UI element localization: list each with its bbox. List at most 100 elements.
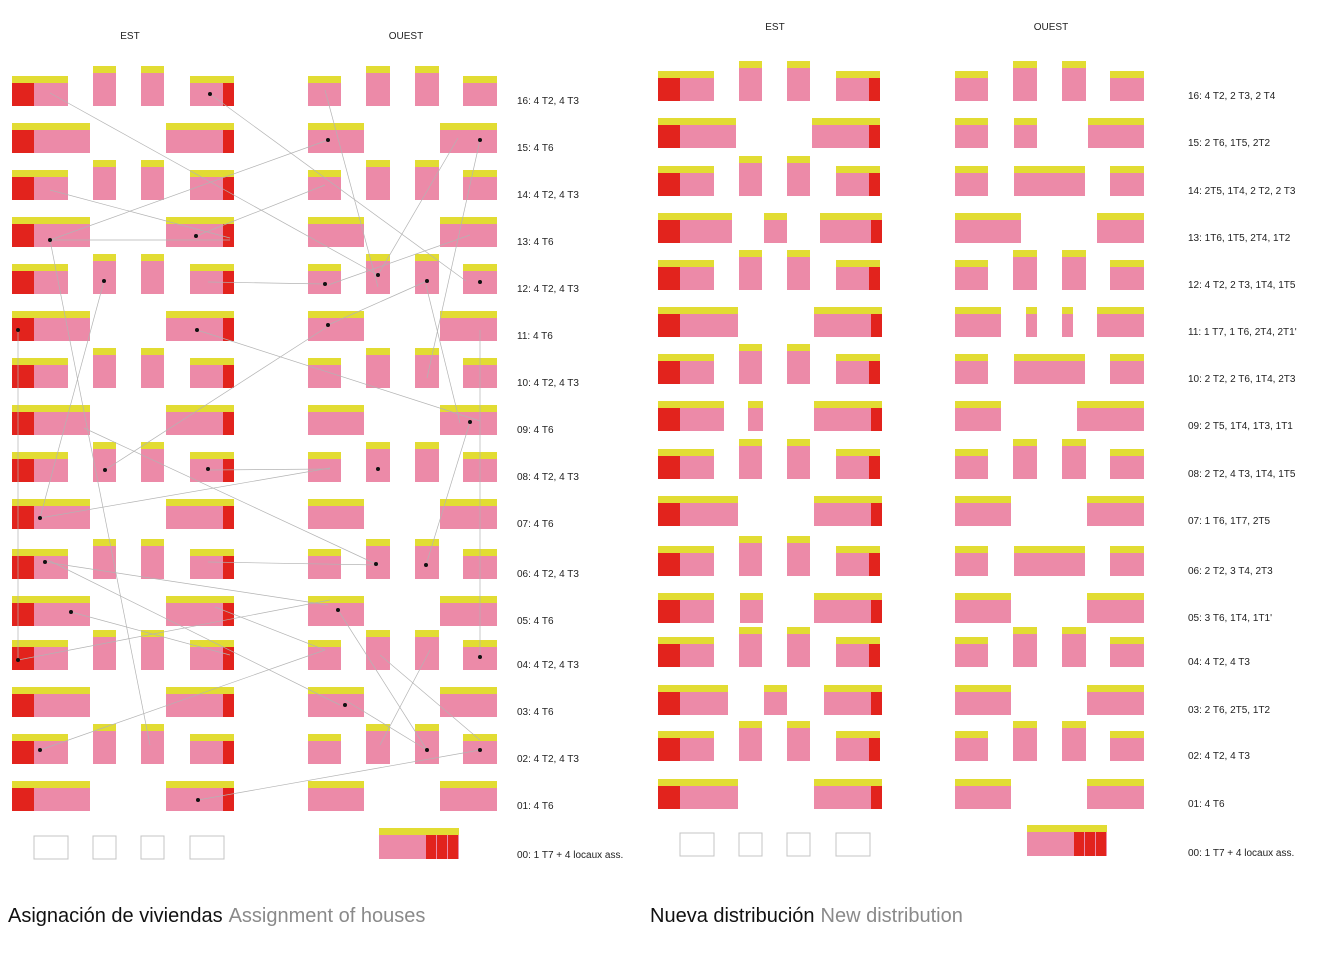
floor-label: 02: 4 T2, 4 T3	[517, 754, 579, 765]
floor-label: 08: 4 T2, 4 T3	[517, 472, 579, 483]
west-unit	[1014, 166, 1085, 196]
floor-label: 04: 4 T2, 4 T3	[1188, 657, 1250, 668]
west-unit	[440, 405, 497, 435]
link-marker	[38, 748, 42, 752]
floor-label: 01: 4 T6	[1188, 799, 1225, 810]
east-unit	[166, 311, 234, 341]
floor-label: 12: 4 T2, 4 T3	[517, 284, 579, 295]
west-unit	[308, 640, 341, 670]
east-unit	[93, 442, 116, 482]
floor-label: 09: 2 T5, 1T4, 1T3, 1T1	[1188, 421, 1293, 432]
west-unit	[955, 166, 988, 196]
link-marker	[478, 280, 482, 284]
west-unit	[366, 66, 390, 106]
east-unit	[12, 687, 90, 717]
east-unit	[93, 254, 116, 294]
east-unit	[190, 264, 234, 294]
east-unit	[93, 348, 116, 388]
east-unit	[190, 358, 234, 388]
east-unit	[836, 354, 880, 384]
east-unit	[190, 76, 234, 106]
floor-label: 14: 2T5, 1T4, 2 T2, 2 T3	[1188, 186, 1296, 197]
west-unit	[308, 687, 364, 717]
west-unit	[415, 539, 439, 579]
west-unit	[955, 685, 1011, 715]
west-unit	[1062, 721, 1086, 761]
east-unit	[141, 160, 164, 200]
link-marker	[208, 92, 212, 96]
east-unit	[787, 627, 810, 667]
west-unit	[308, 123, 364, 153]
west-unit	[1013, 721, 1037, 761]
west-unit	[955, 354, 988, 384]
link-marker	[478, 655, 482, 659]
west-unit	[955, 260, 988, 290]
west-unit	[1087, 496, 1144, 526]
east-unit	[12, 170, 68, 200]
east-unit	[12, 76, 68, 106]
east-unit	[787, 439, 810, 479]
west-unit	[308, 452, 341, 482]
west-unit	[308, 76, 341, 106]
link-marker	[102, 279, 106, 283]
east-unit	[658, 449, 714, 479]
floor-label: 13: 4 T6	[517, 237, 554, 248]
east-unit	[739, 627, 762, 667]
left-caption: Asignación de viviendas Assignment of hou…	[8, 905, 425, 928]
west-unit	[1062, 307, 1073, 337]
floor-label: 15: 2 T6, 1T5, 2T2	[1188, 138, 1271, 149]
east-unit	[141, 442, 164, 482]
east-unit	[836, 449, 880, 479]
west-unit	[1110, 449, 1144, 479]
floor-label: 10: 4 T2, 4 T3	[517, 378, 579, 389]
left-caption-sub: Assignment of houses	[228, 905, 426, 927]
link-marker	[326, 323, 330, 327]
east-unit	[12, 734, 68, 764]
link-marker	[478, 138, 482, 142]
floor-label: 09: 4 T6	[517, 425, 554, 436]
east-unit	[739, 250, 762, 290]
floor-label: 01: 4 T6	[517, 801, 554, 812]
east-unit	[836, 731, 880, 761]
east-unit	[820, 213, 882, 243]
east-unit	[141, 539, 164, 579]
west-unit	[1014, 118, 1037, 148]
west-unit	[1110, 731, 1144, 761]
left-est-header: EST	[120, 31, 139, 42]
link-marker	[16, 658, 20, 662]
east-unit	[166, 781, 234, 811]
west-unit	[1062, 439, 1086, 479]
west-unit	[955, 307, 1001, 337]
ground-floor-unit	[1027, 825, 1107, 856]
link-marker	[336, 608, 340, 612]
east-unit	[190, 640, 234, 670]
east-unit	[814, 401, 882, 431]
east-unit	[12, 217, 90, 247]
floor-label: 15: 4 T6	[517, 143, 554, 154]
floor-label: 12: 4 T2, 2 T3, 1T4, 1T5	[1188, 280, 1296, 291]
east-unit	[814, 593, 882, 623]
right-caption-sub: New distribution	[820, 905, 963, 927]
west-unit	[1097, 307, 1144, 337]
east-unit	[739, 721, 762, 761]
west-unit	[1087, 593, 1144, 623]
empty-unit	[835, 832, 871, 857]
empty-unit	[189, 835, 225, 860]
link-marker	[194, 234, 198, 238]
west-unit	[955, 731, 988, 761]
west-unit	[1110, 546, 1144, 576]
floor-label: 16: 4 T2, 2 T3, 2 T4	[1188, 91, 1276, 102]
west-unit	[415, 254, 439, 294]
empty-unit	[786, 832, 811, 857]
floor-label: 11: 1 T7, 1 T6, 2T4, 2T1'	[1188, 327, 1297, 338]
west-unit	[1087, 685, 1144, 715]
west-unit	[308, 405, 364, 435]
east-unit	[739, 439, 762, 479]
link-marker	[374, 562, 378, 566]
east-unit	[166, 405, 234, 435]
floor-label: 06: 4 T2, 4 T3	[517, 569, 579, 580]
link-marker	[48, 238, 52, 242]
east-unit	[658, 685, 728, 715]
east-unit	[836, 260, 880, 290]
west-unit	[308, 596, 364, 626]
